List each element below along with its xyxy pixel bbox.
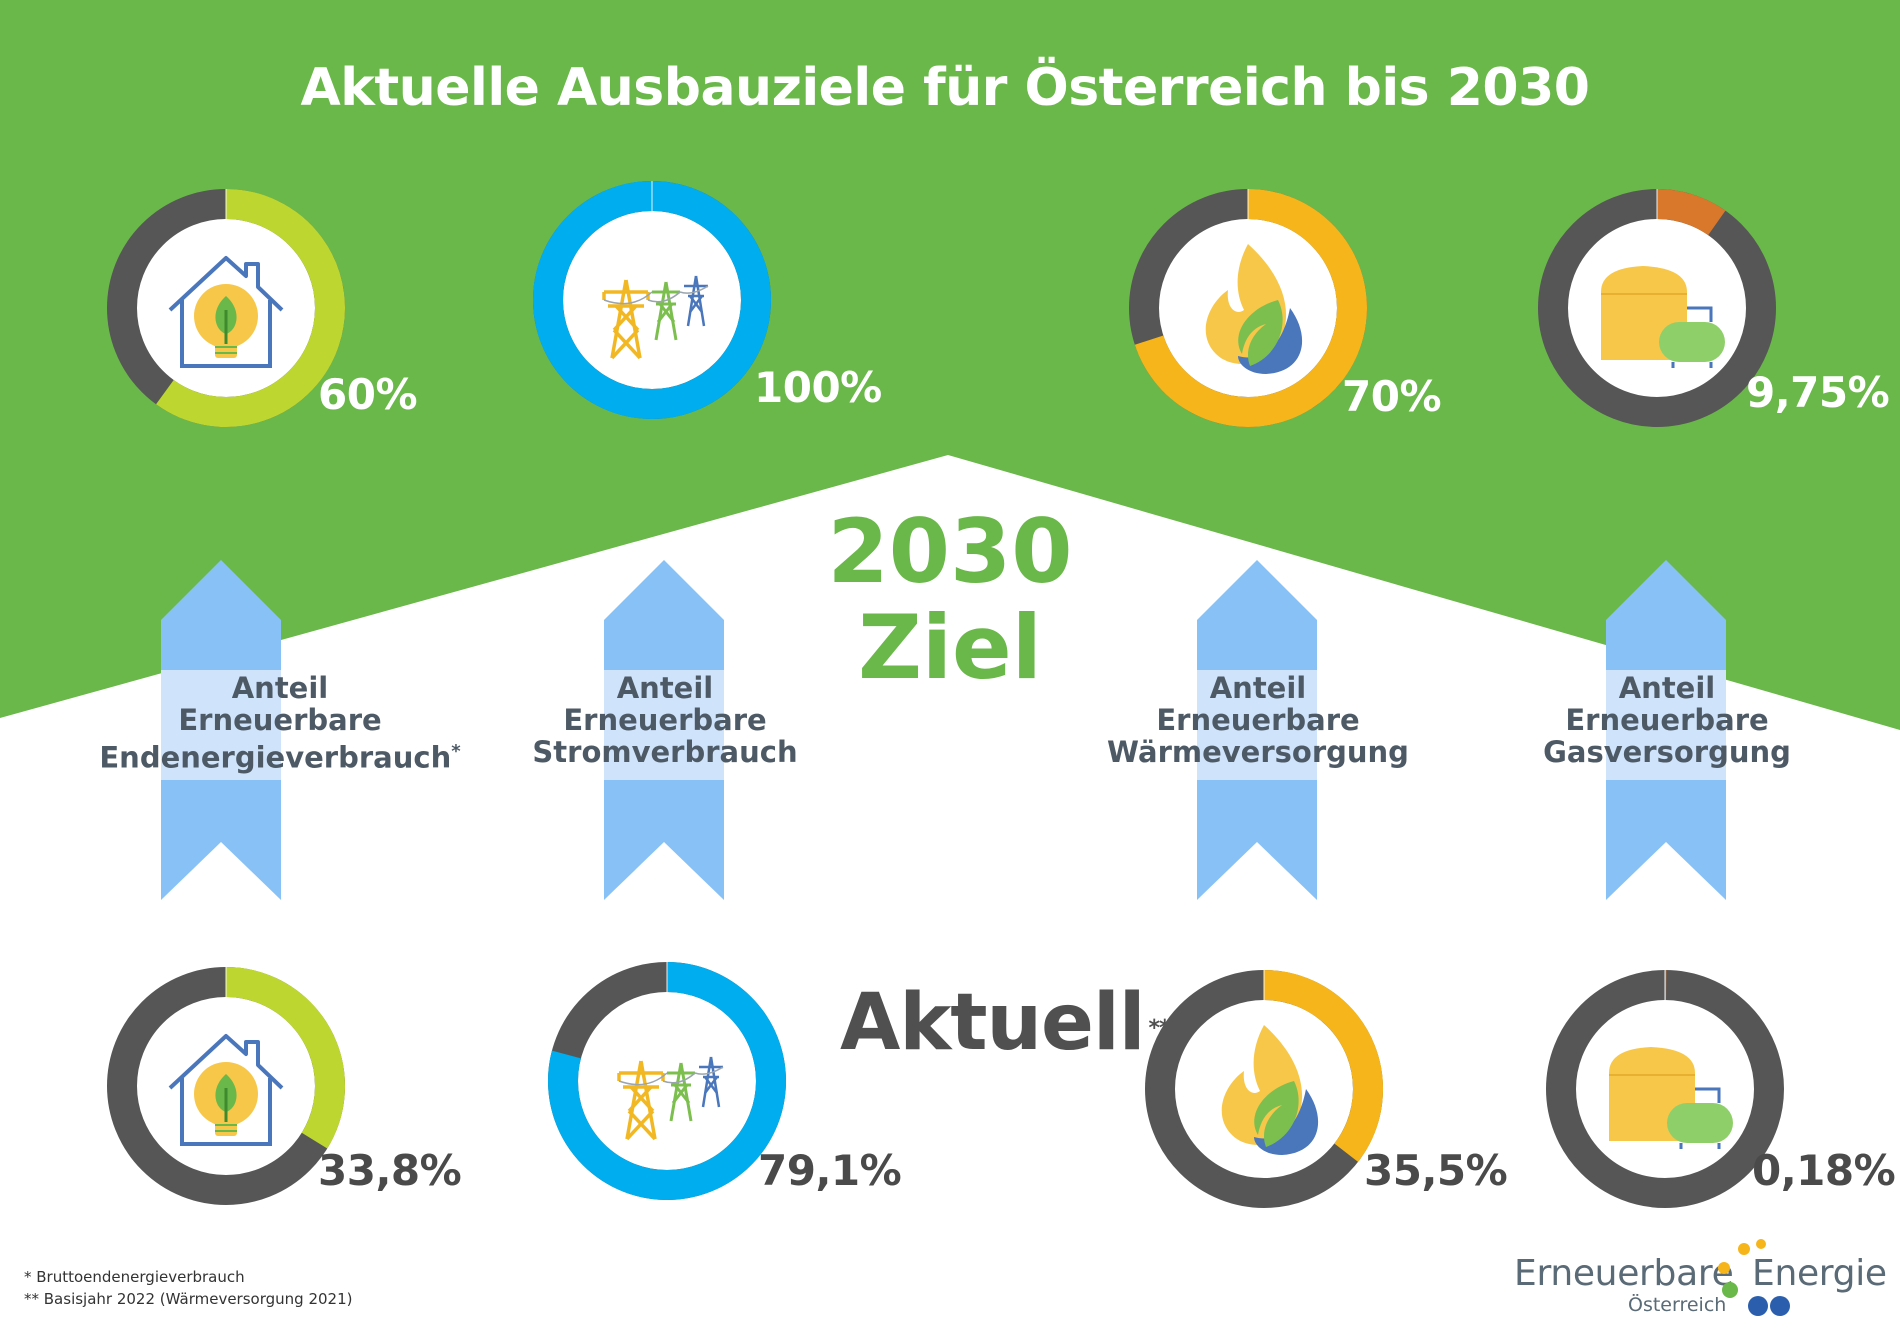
page-title: Aktuelle Ausbauziele für Österreich bis … (300, 58, 1590, 118)
label-line: Anteil (231, 671, 329, 705)
label-line: Endenergieverbrauch* (90, 736, 470, 774)
power-pylon-icon (597, 1011, 737, 1151)
label-line: Erneuerbare (1156, 703, 1360, 737)
logo-dot (1756, 1239, 1766, 1249)
current-value-endenergie: 33,8% (318, 1146, 462, 1195)
label-line-text: Endenergieverbrauch (99, 740, 452, 775)
flame-icon (1178, 238, 1318, 378)
target-value-endenergie: 60% (318, 370, 418, 419)
arrow-band-endenergie (161, 670, 281, 780)
flame-icon (1194, 1019, 1334, 1159)
current-donut-endenergie (106, 966, 346, 1206)
target-value-waerme: 70% (1342, 372, 1442, 421)
donut-slice (156, 189, 345, 427)
logo-dot (1722, 1282, 1738, 1298)
logo-dot (1748, 1296, 1768, 1316)
label-line: Gasversorgung (1543, 735, 1791, 769)
label-line: Anteil (1618, 671, 1716, 705)
donut-slice (548, 962, 786, 1200)
current-donut-gas (1545, 969, 1785, 1209)
gas-tank-icon (1587, 238, 1727, 378)
target-value-strom: 100% (754, 363, 882, 412)
footnote-2: ** Basisjahr 2022 (Wärmeversorgung 2021) (24, 1290, 353, 1308)
footnote-mark: * (451, 741, 461, 762)
current-value-gas: 0,18% (1752, 1146, 1896, 1195)
target-donut-strom (532, 180, 772, 420)
arrow-band-strom (604, 670, 724, 780)
arrow-band-gas (1606, 670, 1726, 780)
gas-tank-icon (1595, 1019, 1735, 1159)
label-strom: Anteil Erneuerbare Stromverbrauch (475, 672, 855, 768)
footnote-1: * Bruttoendenergieverbrauch (24, 1268, 245, 1286)
target-donut-waerme (1128, 188, 1368, 428)
label-line: Erneuerbare (1565, 703, 1769, 737)
donut-slice (533, 181, 771, 419)
current-value-strom: 79,1% (758, 1146, 902, 1195)
label-line: Erneuerbare (563, 703, 767, 737)
donut-slice (1263, 970, 1383, 1162)
green-roof-shape (0, 0, 1900, 730)
target-value-gas: 9,75% (1746, 368, 1890, 417)
donut-slice (225, 967, 345, 1149)
current-donut-strom (547, 961, 787, 1201)
donut-slice (1656, 189, 1726, 236)
logo-dot (1738, 1243, 1750, 1255)
target-donut-gas (1537, 188, 1777, 428)
donut-slice (1134, 189, 1367, 427)
target-year: 2030 (827, 500, 1073, 603)
label-endenergie: Anteil Erneuerbare Endenergieverbrauch* (90, 672, 470, 774)
logo-subtitle: Österreich (1628, 1294, 1727, 1316)
label-line: Wärmeversorgung (1107, 735, 1409, 769)
current-value-waerme: 35,5% (1364, 1146, 1508, 1195)
power-pylon-icon (582, 230, 722, 370)
target-label: Ziel (858, 596, 1042, 699)
logo-word-1: Erneuerbare (1514, 1253, 1734, 1294)
label-line: Stromverbrauch (532, 735, 798, 769)
house-bulb-icon (156, 1016, 296, 1156)
label-line: Anteil (1209, 671, 1307, 705)
label-waerme: Anteil Erneuerbare Wärmeversorgung (1068, 672, 1448, 768)
house-bulb-icon (156, 238, 296, 378)
label-line: Anteil (616, 671, 714, 705)
label-line: Erneuerbare (178, 703, 382, 737)
logo-dot (1770, 1296, 1790, 1316)
current-heading-text: Aktuell (840, 978, 1145, 1068)
arrow-band-waerme (1197, 670, 1317, 780)
target-donut-endenergie (106, 188, 346, 428)
current-donut-waerme (1144, 969, 1384, 1209)
logo-word-2: Energie (1752, 1253, 1887, 1294)
logo-dot (1718, 1262, 1730, 1274)
label-gas: Anteil Erneuerbare Gasversorgung (1477, 672, 1857, 768)
current-heading: Aktuell ** (840, 978, 1170, 1068)
